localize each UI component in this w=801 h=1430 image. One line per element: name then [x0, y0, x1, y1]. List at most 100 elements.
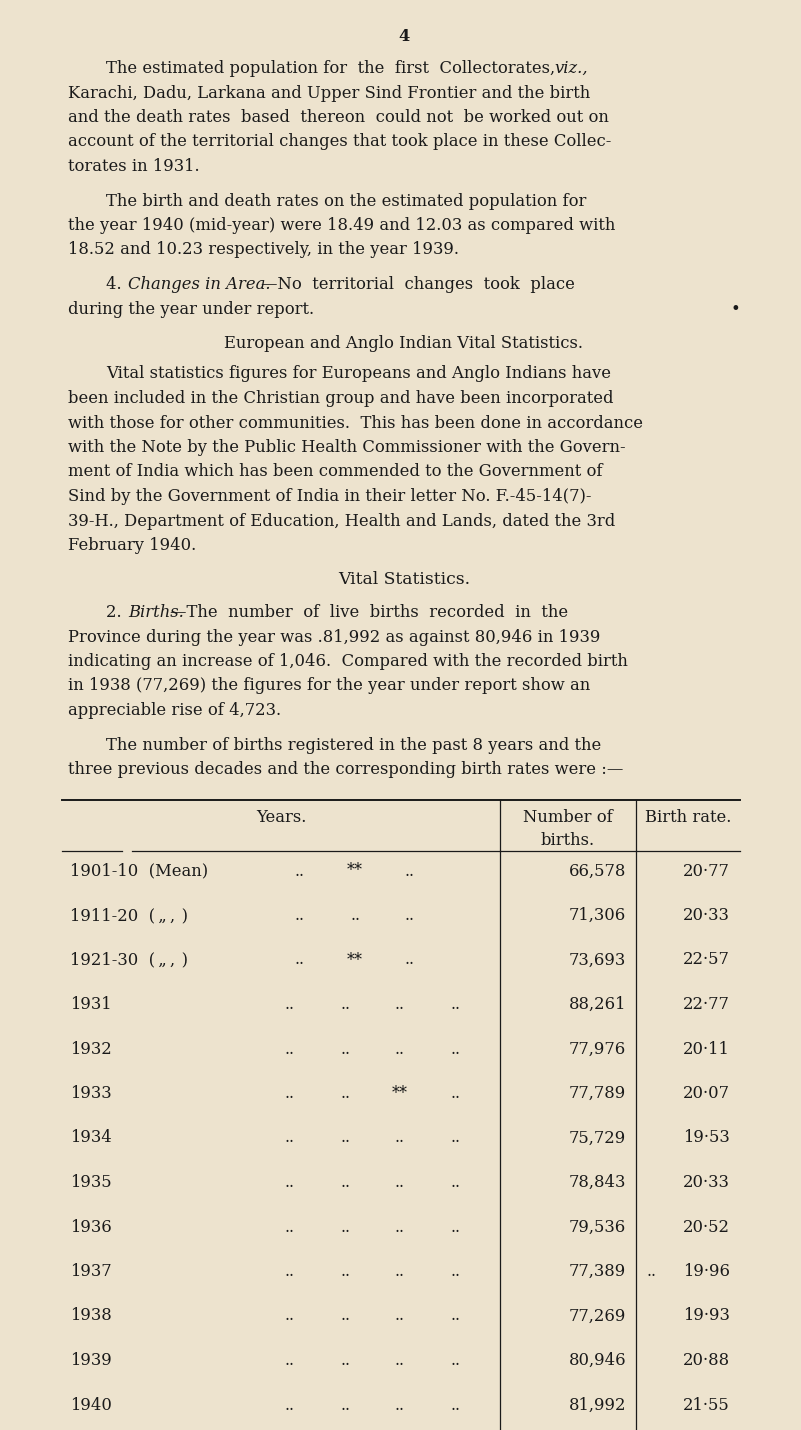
Text: 81,992: 81,992 [569, 1397, 626, 1413]
Text: ..: .. [395, 1130, 405, 1147]
Text: ..: .. [295, 951, 305, 968]
Text: Births.: Births. [128, 603, 184, 621]
Text: viz.,: viz., [554, 60, 588, 77]
Text: ..: .. [340, 1218, 350, 1236]
Text: 19·93: 19·93 [683, 1307, 730, 1324]
Text: ..: .. [395, 1041, 405, 1058]
Text: ..: .. [285, 1307, 295, 1324]
Text: 21·55: 21·55 [683, 1397, 730, 1413]
Text: ..: .. [395, 1307, 405, 1324]
Text: ..: .. [285, 1263, 295, 1280]
Text: Changes in Area.: Changes in Area. [128, 276, 271, 293]
Text: Sind by the Government of India in their letter No. F.-45-14(7)-: Sind by the Government of India in their… [68, 488, 591, 505]
Text: Birth rate.: Birth rate. [645, 808, 731, 825]
Text: 22·57: 22·57 [683, 951, 730, 968]
Text: ..: .. [450, 997, 460, 1012]
Text: ..: .. [395, 1263, 405, 1280]
Text: ..: .. [295, 862, 305, 879]
Text: ..: .. [340, 1041, 350, 1058]
Text: 66,578: 66,578 [569, 862, 626, 879]
Text: ..: .. [405, 951, 415, 968]
Text: ..: .. [405, 862, 415, 879]
Text: ..: .. [340, 1174, 350, 1191]
Text: ..: .. [450, 1263, 460, 1280]
Text: three previous decades and the corresponding birth rates were :—: three previous decades and the correspon… [68, 761, 623, 778]
Text: 20·11: 20·11 [683, 1041, 730, 1058]
Text: The birth and death rates on the estimated population for: The birth and death rates on the estimat… [106, 193, 586, 210]
Text: ..: .. [340, 1351, 350, 1369]
Text: appreciable rise of 4,723.: appreciable rise of 4,723. [68, 702, 281, 719]
Text: 20·07: 20·07 [683, 1085, 730, 1103]
Text: ..: .. [395, 997, 405, 1012]
Text: European and Anglo Indian Vital Statistics.: European and Anglo Indian Vital Statisti… [224, 335, 583, 352]
Text: 20·77: 20·77 [683, 862, 730, 879]
Text: ..: .. [340, 1307, 350, 1324]
Text: 73,693: 73,693 [569, 951, 626, 968]
Text: **: ** [392, 1085, 408, 1103]
Text: ..: .. [285, 1041, 295, 1058]
Text: the year 1940 (mid-year) were 18.49 and 12.03 as compared with: the year 1940 (mid-year) were 18.49 and … [68, 217, 615, 235]
Text: 20·33: 20·33 [683, 1174, 730, 1191]
Text: 80,946: 80,946 [569, 1351, 626, 1369]
Text: 77,389: 77,389 [569, 1263, 626, 1280]
Text: 1939: 1939 [70, 1351, 112, 1369]
Text: ..: .. [646, 1263, 656, 1280]
Text: 1937: 1937 [70, 1263, 111, 1280]
Text: ..: .. [395, 1351, 405, 1369]
Text: and the death rates  based  thereon  could not  be worked out on: and the death rates based thereon could … [68, 109, 609, 126]
Text: ..: .. [450, 1041, 460, 1058]
Text: 4: 4 [398, 29, 409, 44]
Text: Vital statistics figures for Europeans and Anglo Indians have: Vital statistics figures for Europeans a… [106, 366, 611, 382]
Text: 1921-30  ( „ ,  ): 1921-30 ( „ , ) [70, 951, 188, 968]
Text: 22·77: 22·77 [683, 997, 730, 1012]
Text: ..: .. [395, 1174, 405, 1191]
Text: ment of India which has been commended to the Government of: ment of India which has been commended t… [68, 463, 602, 480]
Text: 20·88: 20·88 [683, 1351, 730, 1369]
Text: ..: .. [450, 1397, 460, 1413]
Text: The number of births registered in the past 8 years and the: The number of births registered in the p… [106, 736, 602, 754]
Text: 1940: 1940 [70, 1397, 112, 1413]
Text: in 1938 (77,269) the figures for the year under report show an: in 1938 (77,269) the figures for the yea… [68, 678, 590, 695]
Text: **: ** [347, 862, 363, 879]
Text: **: ** [347, 951, 363, 968]
Text: •: • [731, 300, 740, 317]
Text: Vital Statistics.: Vital Statistics. [338, 572, 470, 589]
Text: ..: .. [405, 907, 415, 924]
Text: 88,261: 88,261 [569, 997, 626, 1012]
Text: ..: .. [450, 1174, 460, 1191]
Text: 1936: 1936 [70, 1218, 112, 1236]
Text: The estimated population for  the  first  Collectorates,: The estimated population for the first C… [106, 60, 566, 77]
Text: 1901-10  (Mean): 1901-10 (Mean) [70, 862, 208, 879]
Text: ..: .. [340, 1085, 350, 1103]
Text: 77,976: 77,976 [569, 1041, 626, 1058]
Text: ..: .. [340, 997, 350, 1012]
Text: ..: .. [350, 907, 360, 924]
Text: ..: .. [285, 1218, 295, 1236]
Text: 1933: 1933 [70, 1085, 111, 1103]
Text: ..: .. [285, 1085, 295, 1103]
Text: ..: .. [340, 1263, 350, 1280]
Text: ..: .. [450, 1307, 460, 1324]
Text: 1935: 1935 [70, 1174, 111, 1191]
Text: ..: .. [285, 1174, 295, 1191]
Text: 4.: 4. [106, 276, 127, 293]
Text: indicating an increase of 1,046.  Compared with the recorded birth: indicating an increase of 1,046. Compare… [68, 654, 628, 671]
Text: 75,729: 75,729 [569, 1130, 626, 1147]
Text: ..: .. [450, 1218, 460, 1236]
Text: 1911-20  ( „ ,  ): 1911-20 ( „ , ) [70, 907, 188, 924]
Text: ..: .. [285, 1397, 295, 1413]
Text: 19·53: 19·53 [683, 1130, 730, 1147]
Text: 18.52 and 10.23 respectively, in the year 1939.: 18.52 and 10.23 respectively, in the yea… [68, 242, 459, 259]
Text: 20·33: 20·33 [683, 907, 730, 924]
Text: Number of
births.: Number of births. [523, 808, 613, 849]
Text: 2.: 2. [106, 603, 127, 621]
Text: 1931: 1931 [70, 997, 111, 1012]
Text: February 1940.: February 1940. [68, 538, 196, 553]
Text: with those for other communities.  This has been done in accordance: with those for other communities. This h… [68, 415, 643, 432]
Text: 71,306: 71,306 [569, 907, 626, 924]
Text: 1938: 1938 [70, 1307, 112, 1324]
Text: with the Note by the Public Health Commissioner with the Govern-: with the Note by the Public Health Commi… [68, 439, 626, 456]
Text: during the year under report.: during the year under report. [68, 300, 314, 317]
Text: 77,789: 77,789 [569, 1085, 626, 1103]
Text: ..: .. [450, 1085, 460, 1103]
